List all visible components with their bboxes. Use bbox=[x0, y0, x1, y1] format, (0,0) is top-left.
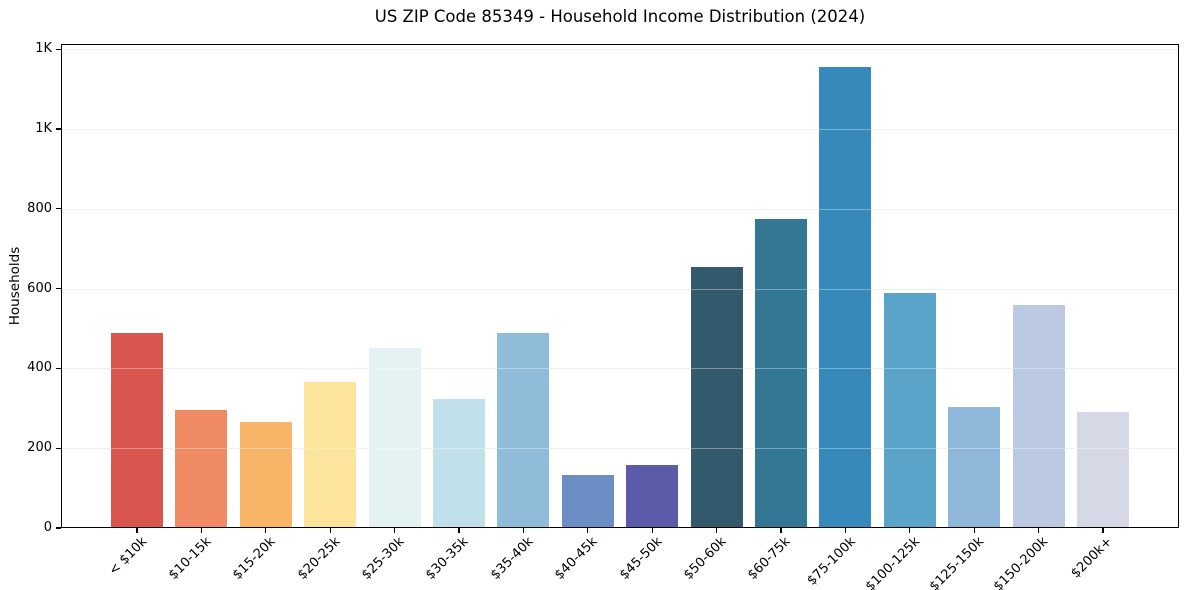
x-tick-label: $200k+ bbox=[1068, 534, 1116, 582]
bar-8 bbox=[626, 465, 679, 528]
bar-3 bbox=[304, 382, 357, 528]
x-tick-mark bbox=[587, 528, 589, 533]
y-tick-mark bbox=[56, 128, 61, 130]
gridline bbox=[61, 448, 1179, 450]
y-tick-mark bbox=[56, 367, 61, 370]
bar-0 bbox=[111, 332, 163, 528]
y-tick-mark bbox=[56, 447, 61, 449]
gridline-overlay bbox=[61, 208, 1179, 210]
x-tick-label: $20-25k bbox=[294, 534, 344, 583]
y-tick-mark bbox=[56, 287, 61, 290]
gridline bbox=[61, 129, 1179, 130]
x-tick-label: $30-35k bbox=[423, 534, 472, 583]
gridline bbox=[61, 368, 1179, 370]
bar-7 bbox=[561, 474, 614, 528]
y-tick-mark bbox=[56, 527, 61, 529]
x-tick-mark bbox=[973, 528, 975, 533]
plot-area bbox=[61, 44, 1179, 528]
x-tick-label: $10-15k bbox=[165, 534, 215, 583]
x-tick-label: $35-40k bbox=[487, 534, 537, 583]
y-tick-label: 800 bbox=[27, 200, 52, 216]
bar-2 bbox=[239, 422, 292, 528]
x-tick-mark bbox=[136, 528, 138, 533]
x-tick-label: < $10k bbox=[105, 534, 150, 579]
x-tick-label: $25-30k bbox=[359, 534, 408, 583]
gridline bbox=[61, 49, 1179, 51]
x-tick-mark bbox=[522, 528, 525, 533]
y-tick-mark bbox=[56, 48, 61, 50]
x-tick-label: $125-150k bbox=[926, 534, 988, 590]
x-tick-label: $75-100k bbox=[803, 534, 859, 589]
x-tick-mark bbox=[780, 528, 782, 533]
bar-4 bbox=[368, 348, 421, 528]
x-tick-label: $150-200k bbox=[991, 534, 1052, 590]
x-tick-label: $15-20k bbox=[230, 534, 279, 583]
chart-title: US ZIP Code 85349 - Household Income Dis… bbox=[374, 7, 866, 26]
x-tick-mark bbox=[265, 528, 267, 533]
y-tick-label: 400 bbox=[27, 360, 52, 376]
bar-1 bbox=[175, 409, 228, 528]
bar-10 bbox=[755, 218, 807, 528]
gridline-overlay bbox=[61, 448, 1179, 450]
x-tick-label: $40-45k bbox=[552, 534, 601, 583]
bar-12 bbox=[883, 293, 936, 528]
y-tick-label: 1K bbox=[35, 121, 52, 136]
gridline-overlay bbox=[61, 129, 1179, 130]
x-tick-label: $100-125k bbox=[862, 534, 923, 590]
x-tick-label: $50-60k bbox=[681, 534, 730, 583]
bar-6 bbox=[497, 333, 550, 528]
gridline-overlay bbox=[61, 49, 1179, 51]
y-tick-label: 200 bbox=[27, 440, 52, 456]
x-tick-mark bbox=[393, 528, 396, 533]
bar-11 bbox=[819, 67, 872, 528]
gridline bbox=[61, 288, 1179, 290]
bar-13 bbox=[948, 407, 1001, 528]
x-tick-label: $60-75k bbox=[745, 534, 794, 583]
y-tick-label: 600 bbox=[27, 280, 52, 296]
x-tick-mark bbox=[329, 528, 331, 533]
x-tick-label: $45-50k bbox=[616, 534, 666, 583]
bar-5 bbox=[433, 399, 485, 528]
x-tick-mark bbox=[458, 528, 460, 533]
bar-9 bbox=[690, 267, 743, 528]
x-tick-mark bbox=[1102, 528, 1104, 533]
gridline-overlay bbox=[61, 368, 1179, 370]
x-tick-mark bbox=[909, 528, 911, 533]
y-tick-label: 1K bbox=[35, 41, 52, 57]
x-tick-mark bbox=[844, 528, 847, 533]
y-tick-label: 0 bbox=[43, 520, 52, 535]
gridline bbox=[61, 208, 1179, 210]
bar-15 bbox=[1077, 412, 1129, 528]
gridline-overlay bbox=[61, 288, 1179, 290]
x-tick-mark bbox=[200, 528, 203, 533]
bar-14 bbox=[1012, 305, 1065, 528]
x-tick-mark bbox=[651, 528, 653, 533]
x-tick-mark bbox=[1037, 528, 1040, 533]
y-tick-mark bbox=[56, 208, 61, 210]
x-tick-mark bbox=[715, 528, 718, 533]
